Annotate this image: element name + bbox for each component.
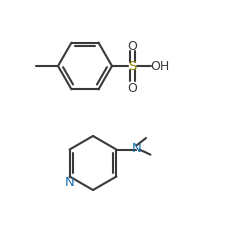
Text: OH: OH — [150, 60, 170, 73]
Text: N: N — [132, 141, 141, 154]
Text: N: N — [65, 175, 74, 188]
Text: S: S — [128, 60, 136, 73]
Text: O: O — [127, 81, 137, 94]
Text: O: O — [127, 39, 137, 52]
